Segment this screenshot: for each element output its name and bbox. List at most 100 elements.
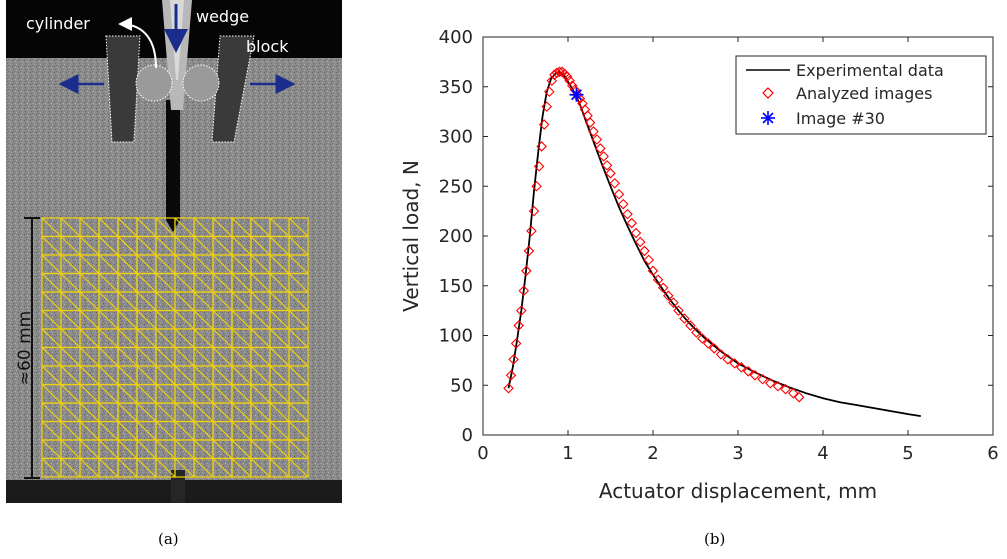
cylinder-label: cylinder [26, 14, 90, 33]
analyzed-image-point [626, 217, 638, 229]
mesh-diagonal [79, 365, 100, 385]
cylinder-right [182, 64, 220, 102]
mesh-diagonal [212, 217, 233, 237]
mesh-diagonal [98, 273, 119, 293]
mesh-diagonal [79, 217, 100, 237]
mesh-diagonal [250, 236, 271, 256]
mesh-diagonal [98, 458, 119, 478]
mesh-diagonal [193, 254, 214, 274]
mesh-diagonal [79, 421, 100, 441]
mesh-diagonal [231, 402, 252, 422]
analyzed-image-point [787, 387, 799, 399]
analyzed-image-point [521, 265, 532, 277]
mesh-diagonal [41, 328, 62, 348]
mesh-diagonal [136, 365, 157, 385]
analyzed-image-point [554, 66, 565, 78]
analyzed-image-point [564, 75, 575, 87]
mesh-diagonal [79, 328, 100, 348]
mesh-diagonal [231, 217, 252, 237]
mesh-diagonal [155, 291, 176, 311]
mesh-diagonal [231, 310, 252, 330]
mesh-diagonal [288, 421, 309, 441]
mesh-diagonal [231, 347, 252, 367]
specimen-notch [166, 100, 180, 220]
mesh-diagonal [250, 254, 271, 274]
mesh-diagonal [288, 310, 309, 330]
y-tick-label: 150 [439, 276, 473, 297]
analyzed-image-point [679, 313, 690, 324]
mesh-cell [288, 457, 309, 478]
analyzed-image-point [622, 208, 633, 220]
mesh-diagonal [250, 458, 271, 478]
mesh-diagonal [41, 439, 62, 459]
mesh-diagonal [174, 365, 195, 385]
mesh-diagonal [288, 217, 309, 237]
mesh-diagonal [136, 347, 157, 367]
analyzed-image-point [515, 305, 527, 316]
mesh-diagonal [231, 458, 252, 478]
mesh-diagonal [269, 458, 290, 478]
analyzed-image-point [551, 67, 563, 79]
x-tick-label: 5 [902, 443, 913, 464]
mesh-diagonal [174, 310, 195, 330]
mesh-diagonal [288, 458, 309, 478]
legend: Experimental data Analyzed images Image … [735, 55, 987, 135]
mesh-diagonal [79, 458, 100, 478]
block-right [211, 35, 255, 143]
mesh-diagonal [250, 273, 271, 293]
mesh-diagonal [250, 347, 271, 367]
mesh-diagonal [41, 384, 62, 404]
analyzed-image-point [742, 366, 754, 377]
mesh-diagonal [155, 217, 176, 237]
mesh-diagonal [288, 439, 309, 459]
analyzed-image-point [757, 374, 768, 385]
y-tick-label: 200 [439, 226, 473, 247]
mesh-diagonal [136, 236, 157, 256]
mesh-diagonal [231, 273, 252, 293]
y-axis: 0 50 100 150 200 250 300 350 400 [439, 27, 993, 446]
mesh-diagonal [174, 291, 195, 311]
analyzed-image-point [518, 285, 530, 297]
caption-b: (b) [704, 530, 726, 548]
mesh-diagonal [288, 254, 309, 274]
mesh-diagonal [155, 328, 176, 348]
x-tick-label: 2 [647, 443, 658, 464]
mesh-diagonal [117, 236, 138, 256]
analyzed-image-point [609, 177, 621, 189]
bottom-notch [171, 470, 185, 503]
mesh-diagonal [193, 384, 214, 404]
analyzed-image-point [668, 297, 679, 308]
mesh-diagonal [117, 254, 138, 274]
mesh-diagonal [155, 254, 176, 274]
mesh-diagonal [288, 236, 309, 256]
mesh-diagonal [250, 328, 271, 348]
legend-diamond-swatch [762, 87, 774, 99]
mesh-diagonal [250, 310, 271, 330]
mesh-diagonal [174, 328, 195, 348]
mesh-diagonal [193, 347, 214, 367]
mesh-diagonal [98, 328, 119, 348]
mesh-diagonal [193, 328, 214, 348]
mesh-diagonal [288, 384, 309, 404]
mesh-diagonal [155, 310, 176, 330]
analyzed-image-point [508, 354, 519, 365]
analyzed-image-point [780, 383, 791, 395]
mesh-diagonal [41, 310, 62, 330]
mesh-diagonal [136, 310, 157, 330]
mesh-diagonal [193, 273, 214, 293]
mesh-diagonal [155, 458, 176, 478]
mesh-diagonal [193, 310, 214, 330]
mesh-diagonal [174, 347, 195, 367]
mesh-diagonal [79, 402, 100, 422]
mesh-diagonal [117, 328, 138, 348]
mesh-diagonal [60, 402, 81, 422]
crack-tip [166, 220, 180, 232]
mesh-diagonal [60, 273, 81, 293]
mesh-diagonal [117, 439, 138, 459]
mesh-diagonal [212, 291, 233, 311]
mesh-diagonal [136, 439, 157, 459]
mesh-diagonal [174, 236, 195, 256]
y-tick-label: 300 [439, 127, 473, 148]
mesh-diagonal [98, 365, 119, 385]
mesh-diagonal [269, 310, 290, 330]
